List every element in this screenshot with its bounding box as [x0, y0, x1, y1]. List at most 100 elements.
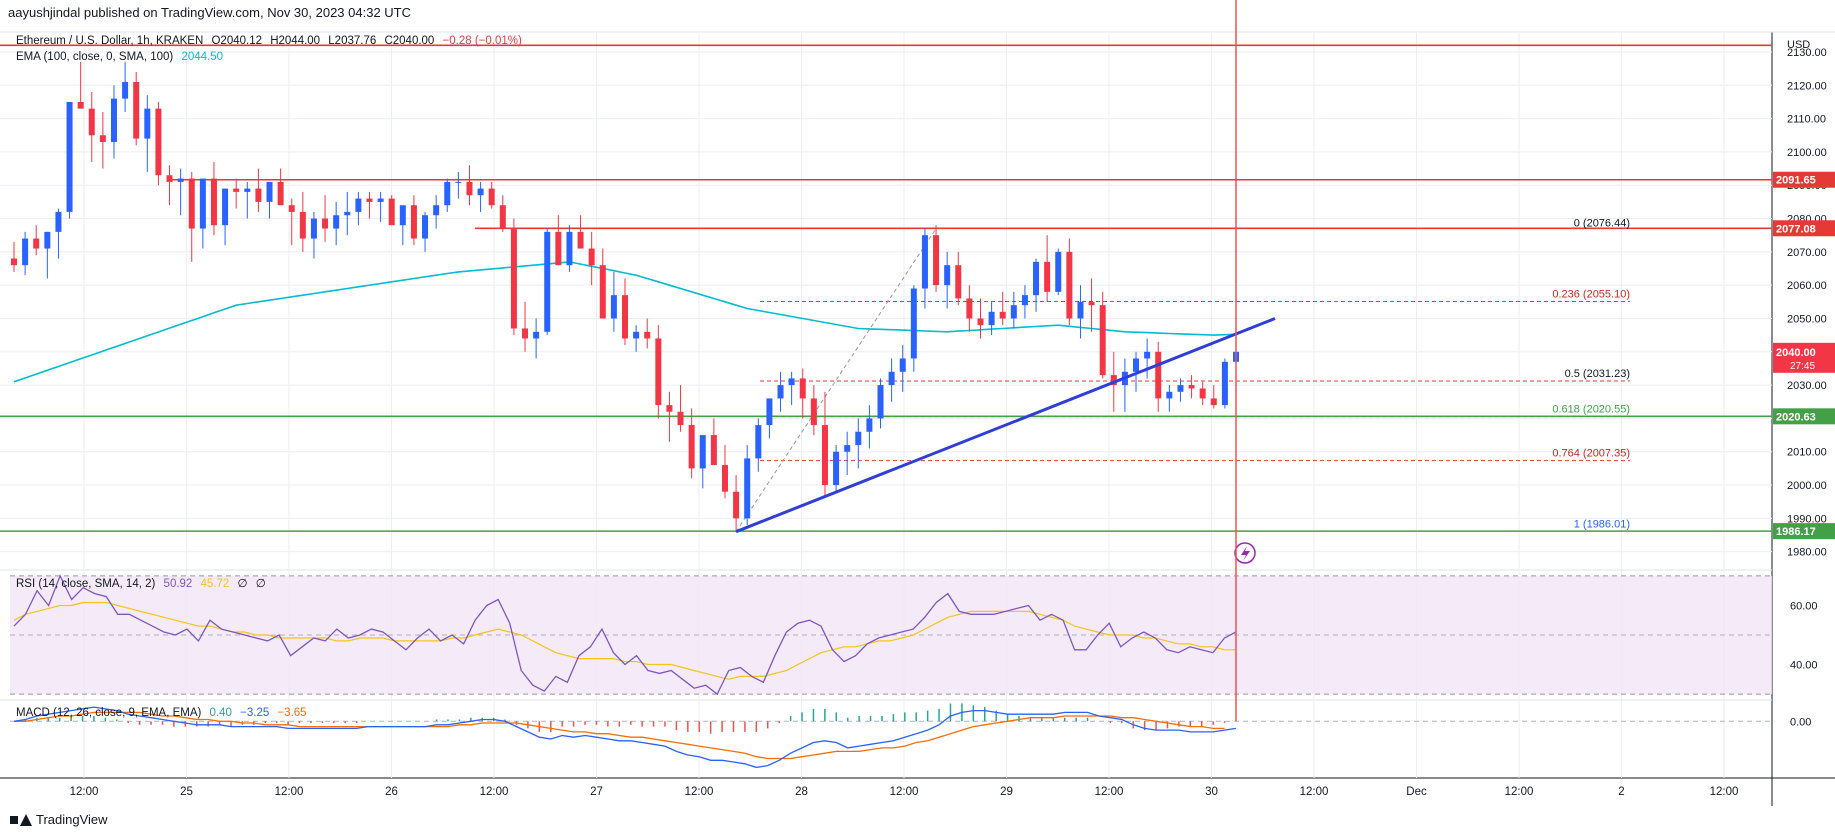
candle-body [388, 198, 395, 226]
candle-body [844, 445, 851, 452]
candle-body [366, 198, 373, 202]
price-tick-label: 2030.00 [1787, 380, 1827, 392]
candle-body [433, 205, 440, 216]
price-tick-label: 2100.00 [1787, 147, 1827, 159]
level-price-label: 2091.65 [1776, 175, 1816, 187]
ema-legend[interactable]: EMA (100, close, 0, SMA, 100) 2044.50 [16, 51, 228, 63]
footer-brand[interactable]: TradingView [10, 812, 108, 827]
fib-level-label: 1 (1986.01) [1574, 519, 1630, 531]
candle-body [166, 175, 173, 182]
candle-body [344, 211, 351, 216]
candle-body [1188, 385, 1195, 389]
macd-legend[interactable]: MACD (12, 26, close, 9, EMA, EMA) 0.40 −… [16, 707, 312, 719]
time-tick-label: 30 [1205, 786, 1218, 798]
candle-body [1010, 305, 1017, 319]
candle-body [555, 231, 562, 266]
currency-label: USD [1787, 39, 1810, 51]
candle-body [55, 211, 62, 232]
candle-body [755, 425, 762, 459]
candle-body [1210, 398, 1217, 406]
tradingview-logo-icon [10, 813, 32, 827]
time-tick-label: 29 [1000, 786, 1013, 798]
time-tick-label: 28 [795, 786, 808, 798]
price-tick-label: 2000.00 [1787, 480, 1827, 492]
ema-value: 2044.50 [181, 51, 224, 63]
macd-histogram [24, 0, 1237, 734]
ohlc-high: H2044.00 [270, 35, 321, 47]
candle-body [710, 435, 717, 466]
macd-line [13, 706, 1237, 769]
ascending-trendline [735, 317, 1276, 534]
candle-body [977, 318, 984, 326]
candle-body [633, 331, 640, 339]
time-tick-label: 2 [1618, 786, 1624, 798]
candle-body [233, 188, 240, 192]
candle-body [988, 311, 995, 326]
candle-body [255, 188, 262, 202]
macd-value: −3.25 [240, 707, 270, 719]
time-tick-label: 12:00 [1505, 786, 1534, 798]
candle-body [810, 398, 817, 426]
candle-body [910, 288, 917, 359]
time-tick-label: 12:00 [70, 786, 99, 798]
candle-body [944, 265, 951, 286]
candle-body [733, 491, 740, 519]
candle-body [1155, 351, 1162, 399]
rsi-lower-band-value: ∅ [255, 578, 266, 590]
time-tick-label: Dec [1406, 786, 1427, 798]
price-tick-label: 1990.00 [1787, 513, 1827, 525]
fib-level-label: 0.5 (2031.23) [1565, 368, 1630, 380]
candle-body [299, 211, 306, 239]
candle-body [821, 425, 828, 486]
candlestick-series [11, 61, 1239, 532]
candle-body [210, 178, 217, 226]
price-tick-label: 2110.00 [1787, 114, 1826, 126]
candle-body [144, 108, 151, 139]
price-tick-label: 2050.00 [1787, 313, 1827, 325]
candle-body [1044, 261, 1051, 292]
level-price-tag [1773, 171, 1835, 188]
candle-body [222, 188, 229, 226]
candle-body [866, 418, 873, 432]
candle-body [777, 385, 784, 399]
time-tick-label: 12:00 [275, 786, 304, 798]
price-tick-label: 2130.00 [1787, 47, 1827, 59]
ohlc-close: C2040.00 [384, 35, 435, 47]
candle-body [999, 311, 1006, 319]
ohlc-low: L2037.76 [328, 35, 377, 47]
candle-body [499, 205, 506, 229]
candle-body [933, 235, 940, 286]
candle-body [66, 101, 73, 212]
candle-body [1144, 351, 1151, 359]
candle-body [199, 178, 206, 229]
level-price-label: 2020.63 [1776, 411, 1816, 423]
time-tick-label: 12:00 [685, 786, 714, 798]
lightning-icon [1234, 542, 1256, 564]
time-tick-label: 12:00 [480, 786, 509, 798]
candle-body [355, 198, 362, 212]
candle-body [566, 231, 573, 266]
candle-body [1021, 295, 1028, 306]
rsi-legend[interactable]: RSI (14, close, SMA, 14, 2) 50.92 45.72 … [16, 576, 271, 590]
fib-anchor-line [735, 228, 937, 532]
candle-body [177, 178, 184, 182]
candle-body [544, 231, 551, 332]
main-legend: Ethereum / U.S. Dollar, 1h, KRAKEN O2040… [16, 35, 527, 47]
candle-body [488, 188, 495, 206]
candle-body [788, 378, 795, 386]
candle-body [33, 238, 40, 249]
macd-signal-line [14, 711, 1225, 760]
candle-body [444, 181, 451, 206]
symbol-title[interactable]: Ethereum / U.S. Dollar, 1h, KRAKEN [16, 35, 204, 47]
candle-body [322, 218, 329, 229]
candle-body [377, 198, 384, 202]
candle-body [766, 398, 773, 426]
last-price-label: 2040.00 [1776, 347, 1816, 359]
candle-body [888, 371, 895, 386]
price-tick-label: 1980.00 [1787, 547, 1827, 559]
candle-body [966, 298, 973, 319]
level-price-label: 1986.17 [1776, 526, 1816, 538]
candle-body [721, 465, 728, 492]
bar-countdown-label: 27:45 [1790, 361, 1815, 372]
